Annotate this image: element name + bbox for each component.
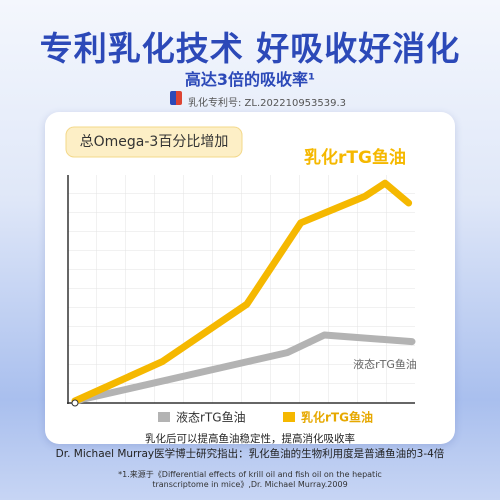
footnote: *1.来源于《Differential effects of krill oil…: [118, 470, 382, 489]
chart-title-box: [65, 126, 243, 158]
series-line: [71, 179, 413, 405]
legend-swatch: [158, 412, 170, 422]
legend-swatch: [283, 412, 295, 422]
origin-dot: [71, 399, 79, 407]
legend-label: 乳化rTG鱼油: [301, 410, 373, 425]
chart-title: 总Omega-3百分比增加: [80, 134, 229, 150]
title: 专利乳化技术 好吸收好消化: [39, 29, 461, 68]
subtitle: 高达3倍的吸收率¹: [184, 70, 316, 89]
note: 乳化后可以提高鱼油稳定性，提高消化吸收率: [145, 433, 355, 445]
series-label: 乳化rTG鱼油: [304, 147, 406, 168]
logo: [170, 91, 182, 105]
series-label: 液态rTG鱼油: [353, 357, 417, 371]
series-line: [71, 331, 416, 405]
legend-label: 液态rTG鱼油: [176, 410, 246, 425]
patent: 乳化专利号: ZL.202210953539.3: [188, 98, 347, 109]
note: Dr. Michael Murray医学博士研究指出：乳化鱼油的生物利用度是普通…: [55, 448, 445, 460]
